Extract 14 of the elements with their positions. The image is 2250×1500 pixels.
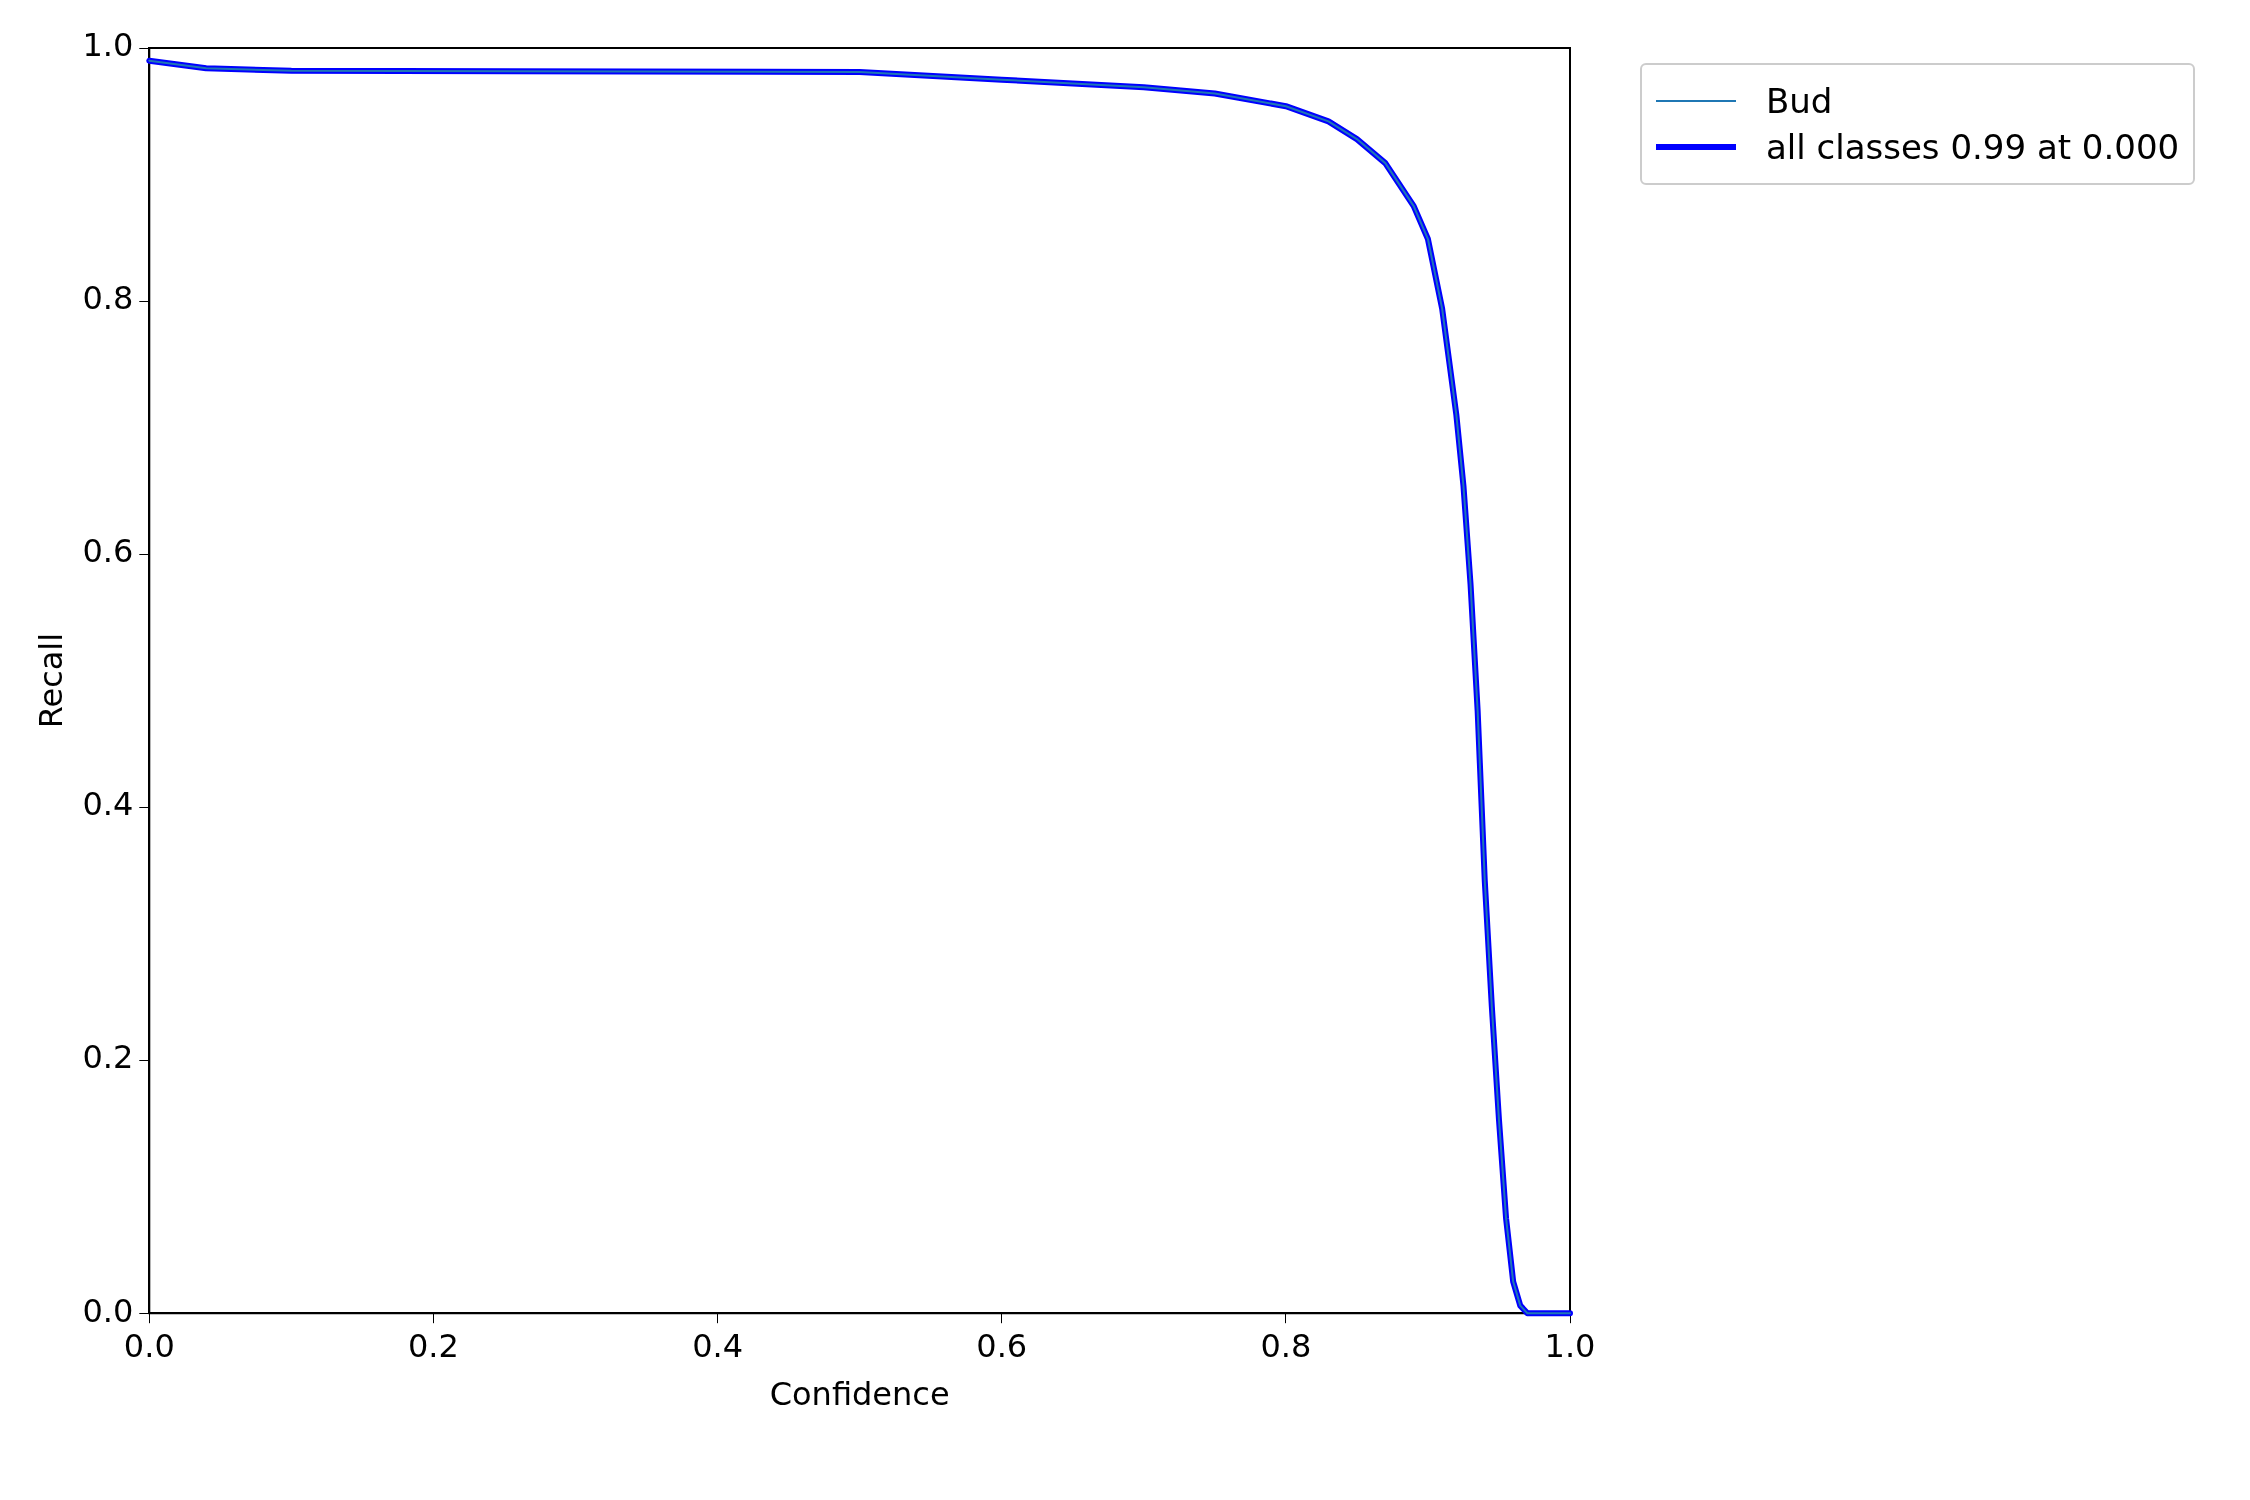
- y-tick-label: 0.8: [82, 279, 134, 318]
- x-tick-label: 1.0: [1544, 1326, 1596, 1365]
- x-axis-title: Confidence: [769, 1375, 950, 1414]
- y-axis-title: Recall: [31, 632, 70, 729]
- x-tick-label: 0.2: [407, 1326, 459, 1365]
- legend-label: all classes 0.99 at 0.000: [1766, 127, 2180, 167]
- y-tick-label: 0.2: [82, 1038, 134, 1077]
- x-tick-label: 0.8: [1260, 1326, 1312, 1365]
- y-tick-label: 0.4: [82, 785, 134, 824]
- legend-label: Bud: [1766, 81, 1833, 121]
- y-tick-label: 0.6: [82, 532, 134, 571]
- y-tick-label: 1.0: [82, 26, 134, 65]
- x-tick-label: 0.4: [692, 1326, 744, 1365]
- x-tick-label: 0.6: [976, 1326, 1028, 1365]
